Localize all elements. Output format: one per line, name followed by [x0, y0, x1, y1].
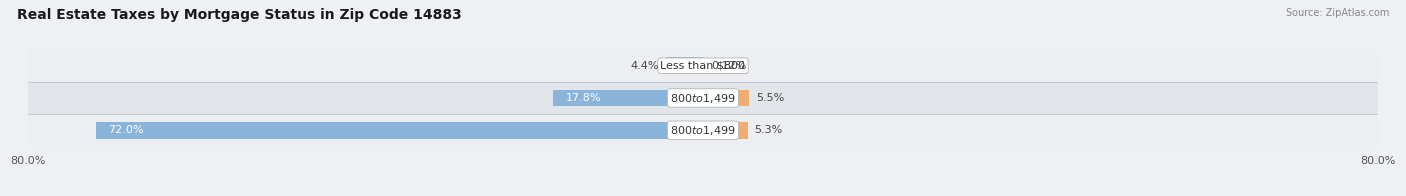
Text: $800 to $1,499: $800 to $1,499 — [671, 124, 735, 137]
Bar — [96, 122, 703, 139]
Bar — [553, 90, 703, 106]
Text: 4.4%: 4.4% — [631, 61, 659, 71]
Text: 0.12%: 0.12% — [711, 61, 747, 71]
Bar — [28, 50, 1378, 82]
Text: Real Estate Taxes by Mortgage Status in Zip Code 14883: Real Estate Taxes by Mortgage Status in … — [17, 8, 461, 22]
Text: 72.0%: 72.0% — [108, 125, 143, 135]
Bar — [703, 122, 748, 139]
Bar — [28, 82, 1378, 114]
Text: Less than $800: Less than $800 — [661, 61, 745, 71]
Text: 5.3%: 5.3% — [755, 125, 783, 135]
Text: 17.8%: 17.8% — [565, 93, 600, 103]
Bar — [703, 90, 749, 106]
Text: $800 to $1,499: $800 to $1,499 — [671, 92, 735, 104]
Text: 5.5%: 5.5% — [756, 93, 785, 103]
Bar — [666, 57, 703, 74]
Text: Source: ZipAtlas.com: Source: ZipAtlas.com — [1285, 8, 1389, 18]
Bar — [28, 114, 1378, 146]
